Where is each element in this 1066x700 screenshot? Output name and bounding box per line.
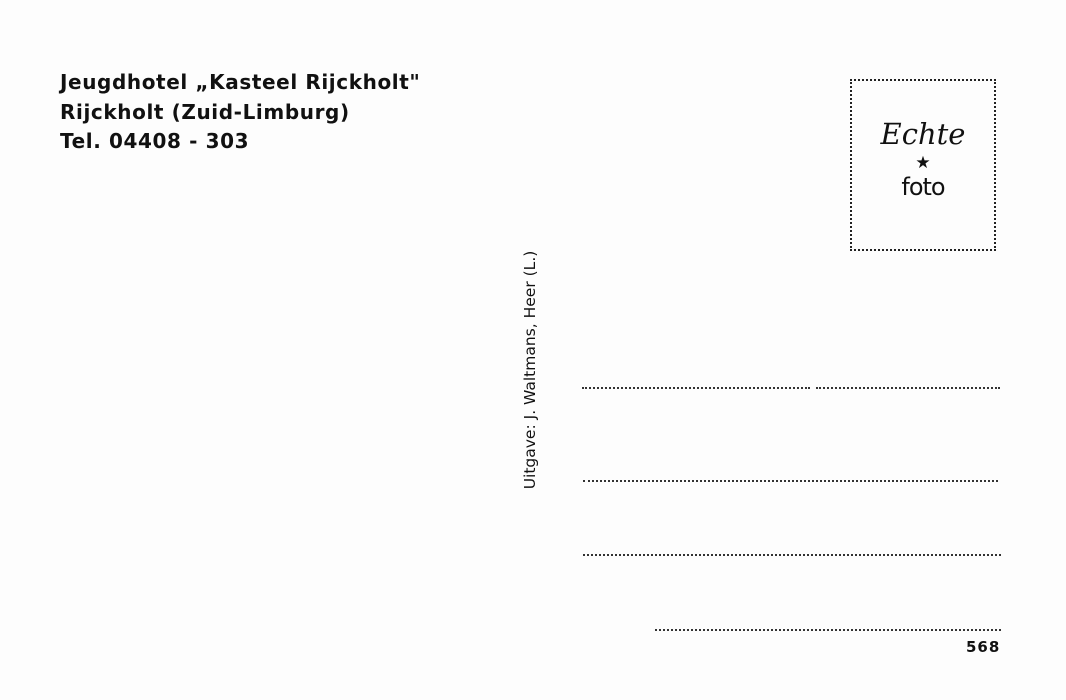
stamp-foto-text: foto bbox=[901, 173, 945, 201]
hotel-phone: Tel. 04408 - 303 bbox=[60, 129, 250, 153]
address-line-3 bbox=[583, 554, 1001, 556]
address-line-1b bbox=[816, 387, 1000, 389]
hotel-name: Jeugdhotel „Kasteel Rijckholt" bbox=[60, 70, 421, 94]
hotel-location: Rijckholt (Zuid-Limburg) bbox=[60, 99, 350, 124]
address-line-2 bbox=[583, 480, 998, 482]
star-icon: ★ bbox=[915, 153, 931, 173]
address-line-1a bbox=[582, 387, 810, 389]
sender-address: Jeugdhotel „Kasteel Rijckholt" Rijckholt… bbox=[60, 68, 420, 157]
publisher-text: Uitgave: J. Waltmans, Heer (L.) bbox=[521, 250, 539, 490]
address-line-4 bbox=[655, 629, 1001, 631]
stamp-box: Echte ★ foto bbox=[850, 79, 996, 251]
card-number: 568 bbox=[966, 638, 1001, 656]
stamp-echte-text: Echte bbox=[880, 117, 966, 151]
